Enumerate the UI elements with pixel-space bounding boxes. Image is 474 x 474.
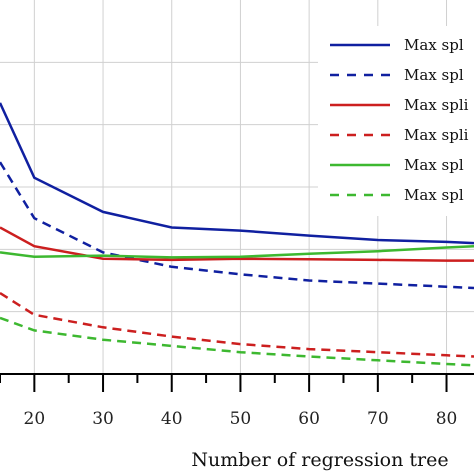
series-line-1 xyxy=(0,102,474,245)
x-tick-label: 80 xyxy=(436,409,458,429)
legend-label: Max spl xyxy=(404,66,464,84)
x-tick-label: 50 xyxy=(230,409,252,429)
series-line-3 xyxy=(0,226,474,262)
legend-label: Max spl xyxy=(404,156,464,174)
legend-label: Max spli xyxy=(404,96,469,114)
x-tick-label: 20 xyxy=(24,409,46,429)
legend-label: Max spl xyxy=(404,36,464,54)
series-line-5 xyxy=(0,244,474,259)
x-axis-label: Number of regression tree xyxy=(191,449,448,471)
series-lines xyxy=(0,102,474,367)
x-tick-label: 30 xyxy=(92,409,114,429)
legend-label: Max spli xyxy=(404,126,469,144)
x-ticks: 20 30 40 50 60 70 80 xyxy=(0,374,457,429)
legend: Max spl Max spl Max spli Max spli Max spl Max… xyxy=(318,26,474,216)
series-line-2 xyxy=(0,161,474,290)
x-tick-label: 60 xyxy=(298,409,320,429)
legend-box xyxy=(318,26,474,216)
legend-label: Max spl xyxy=(404,186,464,204)
series-line-6 xyxy=(0,316,474,367)
x-tick-label: 40 xyxy=(161,409,183,429)
x-tick-label: 70 xyxy=(367,409,389,429)
series-line-4 xyxy=(0,291,474,358)
